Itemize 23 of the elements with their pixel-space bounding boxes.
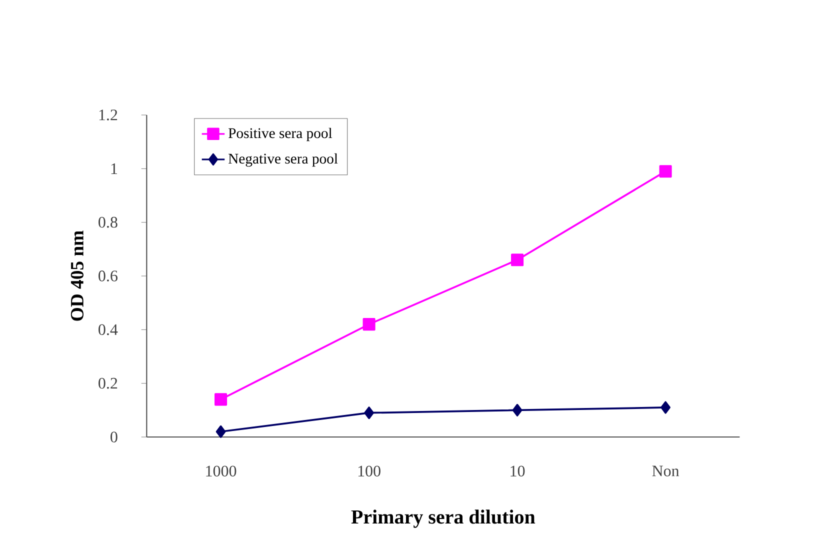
x-tick-label: 10 (510, 466, 525, 476)
legend-label: Positive sera pool (228, 128, 332, 142)
point (362, 318, 376, 331)
x-axis-title: Primary sera dilution (351, 510, 536, 528)
point (214, 393, 228, 406)
y-axis-title: OD 405 nm (70, 230, 84, 321)
y-tick-label: 0.8 (98, 216, 118, 228)
y-tick-label: 0.2 (98, 378, 118, 389)
point (660, 401, 670, 414)
point (364, 406, 374, 420)
x-tick-label: 1000 (206, 466, 236, 476)
point (659, 165, 672, 178)
y-tick-label: 0.4 (98, 324, 118, 336)
point (216, 425, 226, 438)
legend-label: Negative sera pool (228, 153, 338, 167)
x-tick-label: Non (652, 466, 680, 476)
y-tick-label: 0 (110, 432, 118, 442)
x-tick-label: 100 (358, 466, 380, 476)
point (512, 404, 522, 416)
point (511, 254, 524, 266)
y-tick-label: 1.2 (99, 110, 118, 120)
y-tick-label: 1 (111, 163, 118, 174)
y-tick-label: 0.6 (98, 270, 118, 282)
